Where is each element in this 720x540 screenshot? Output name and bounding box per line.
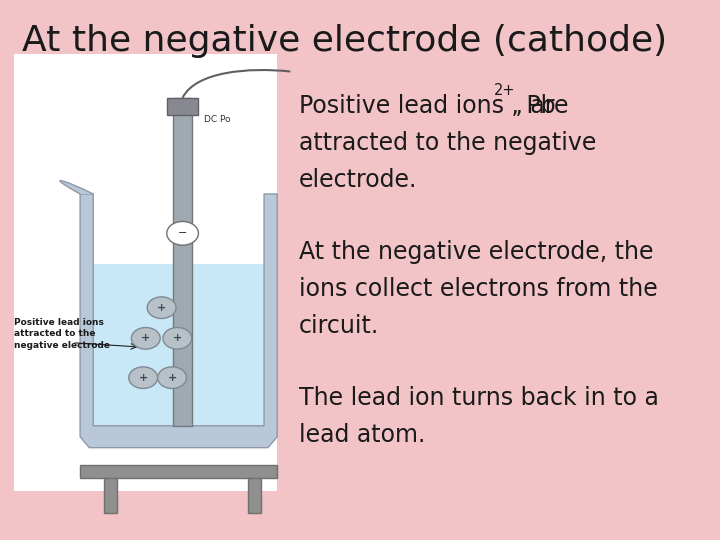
Circle shape xyxy=(167,221,199,245)
Circle shape xyxy=(147,297,176,319)
Circle shape xyxy=(129,367,158,388)
Polygon shape xyxy=(167,98,199,115)
Polygon shape xyxy=(94,264,264,426)
Text: , are: , are xyxy=(508,94,569,118)
Text: electrode.: electrode. xyxy=(299,168,417,192)
Polygon shape xyxy=(80,465,277,478)
Circle shape xyxy=(163,327,192,349)
Text: lead atom.: lead atom. xyxy=(299,423,426,447)
Text: 2+: 2+ xyxy=(494,83,516,98)
Text: +: + xyxy=(141,333,150,343)
Circle shape xyxy=(158,367,186,388)
Text: At the negative electrode, the: At the negative electrode, the xyxy=(299,240,653,264)
Polygon shape xyxy=(174,98,192,426)
Circle shape xyxy=(131,327,160,349)
Text: The lead ion turns back in to a: The lead ion turns back in to a xyxy=(299,386,659,410)
Text: +: + xyxy=(138,373,148,383)
FancyBboxPatch shape xyxy=(14,54,277,491)
Text: circuit.: circuit. xyxy=(299,314,379,338)
PathPatch shape xyxy=(60,181,94,194)
Polygon shape xyxy=(104,478,117,513)
Text: −: − xyxy=(178,228,187,238)
Text: Positive lead ions , Pb: Positive lead ions , Pb xyxy=(299,94,555,118)
Text: attracted to the negative: attracted to the negative xyxy=(299,131,596,155)
Polygon shape xyxy=(248,478,261,513)
Text: +: + xyxy=(168,373,176,383)
Text: At the negative electrode (cathode): At the negative electrode (cathode) xyxy=(22,24,667,58)
Text: Positive lead ions
attracted to the
negative electrode: Positive lead ions attracted to the nega… xyxy=(14,319,110,349)
Polygon shape xyxy=(80,194,277,448)
Text: ions collect electrons from the: ions collect electrons from the xyxy=(299,277,657,301)
Text: +: + xyxy=(173,333,182,343)
Text: DC Po: DC Po xyxy=(204,115,230,124)
Text: +: + xyxy=(157,303,166,313)
